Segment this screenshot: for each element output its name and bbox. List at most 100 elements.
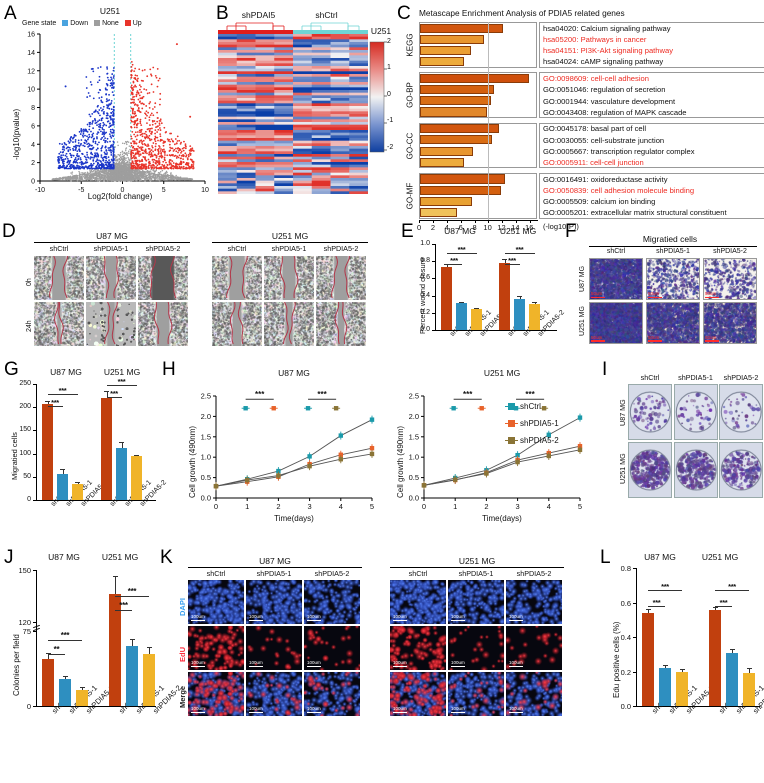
scale-bar-text: 100um [191,614,205,619]
significance-line [446,253,477,254]
legend-label-none: None [102,20,119,27]
panel-b-group-left: shPDAI5 [241,10,276,20]
significance-line [106,397,122,398]
svg-text:-5: -5 [78,187,84,194]
y-ticklabel: 200 [19,403,31,411]
panel-b-dendrogram [218,22,368,35]
panel-e-label: E [401,221,414,242]
error-cap [60,468,65,470]
enrichment-x-tick [530,219,532,223]
panel-e: E U87 MG U251 MG Percent wound closure 0… [399,221,565,350]
wound-healing-image [86,256,136,300]
cbar-tick-m2: -2 [387,144,394,151]
legend-label-down: Down [70,20,89,27]
panel-h-legend-item: shPDIA5-2 [505,436,559,445]
panel-j-label: J [4,547,14,568]
scale-bar: 100um [307,660,321,667]
error-bar [121,441,123,449]
fluorescence-image [506,672,562,716]
enrichment-bar [420,73,529,83]
y-ticklabel: 0.4 [420,291,430,299]
error-cap [662,664,668,666]
error-bar [519,296,521,299]
wound-healing-image [264,301,314,346]
fluorescence-image [506,580,562,624]
error-bar [65,676,66,680]
svg-text:8: 8 [31,105,35,112]
y-axis [636,568,637,707]
y-ticklabel: 100 [19,449,31,457]
error-bar [682,668,683,673]
bar [57,473,68,500]
panel-b-cellline: U251 [370,26,392,36]
wound-healing-image [138,301,188,346]
svg-text:14: 14 [27,50,35,57]
significance-stars: *** [508,256,516,265]
scale-bar-text: 100um [249,614,263,619]
enrichment-term-label: GO:0005509: calcium ion binding [543,197,656,207]
error-cap [146,647,152,649]
panel-l: L U87 MG U251 MG Edu positive cells (%) … [600,548,764,783]
bar [72,483,83,500]
fluorescence-image [390,626,446,670]
y-tick [432,244,435,245]
significance-stars: *** [58,386,67,395]
significance-line [648,590,682,591]
wound-healing-image [316,256,366,300]
panel-d-condition-label: shPDIA5-1 [93,244,129,253]
significance-stars: *** [515,245,524,254]
line-chart-ylabel: Cell growth (490nm) [396,425,405,498]
bar [441,267,452,330]
error-cap [129,639,135,641]
enrichment-bar [420,146,474,156]
significance-stars: *** [652,598,661,607]
enrichment-term-label: GO:0005911: cell-cell junction [543,158,644,167]
fluorescence-image [448,580,504,624]
panel-f-condition-label: shPDIA5-1 [656,248,690,255]
y-tick [633,568,636,569]
enrichment-x-tick [419,219,420,223]
y-ticklabel: 120 [18,618,31,628]
enrichment-bar [420,185,501,195]
y-tick [33,622,36,624]
wound-healing-image [264,256,314,300]
panel-d: D U87 MG U251 MG shCtrl shPDIA5-1 shPDIA5-… [0,222,398,350]
bar [471,309,482,330]
enrichment-bar [420,174,506,184]
panel-k-condition-label: shCtrl [206,569,226,578]
scale-bar: 50um [648,335,662,342]
enrichment-x-tick [460,219,462,223]
panel-f-title: Migratied cells [642,234,698,244]
colony-formation-image [719,384,763,440]
error-cap [502,259,507,261]
enrichment-x-ticklabel: 2 [430,222,436,232]
panel-d-condition-label: shPDIA5-1 [271,244,307,253]
significance-line [504,264,520,265]
error-bar [648,608,649,613]
fluorescence-image [390,672,446,716]
y-tick [432,312,435,314]
y-tick [633,706,636,707]
enrichment-bar [420,157,464,167]
y-axis [435,244,436,331]
scale-bar: 100um [451,614,465,621]
panel-i-row-label: U87 MG [618,399,627,426]
panel-j: J U87 MG U251 MG Colonies per field 0 75 1… [0,547,183,783]
y-ticklabel: 0.2 [420,308,430,316]
enrichment-group-label-go-cc: GO-CC [405,132,415,159]
significance-stars: *** [728,582,736,591]
enrichment-x-ticklabel: 0 [417,222,422,232]
enrichment-term-label: GO:0098609: cell-cell adhesion [543,74,649,84]
enrichment-bar [420,196,473,206]
panel-b: B shPDAI5 shCtrl U251 2 1 0 -1 -2 [216,0,396,205]
error-cap [645,608,651,610]
panel-d-condition-label: shCtrl [227,244,247,253]
scale-bar: 50um [591,335,605,342]
line-chart-title: U87 MG [278,368,310,378]
bar [726,653,738,706]
enrichment-x-ticklabel: 16 [525,222,534,232]
scale-bar: 100um [307,706,321,713]
wound-healing-image [316,301,366,346]
y-axis [36,570,37,707]
y-ticklabel: 250 [19,380,31,387]
